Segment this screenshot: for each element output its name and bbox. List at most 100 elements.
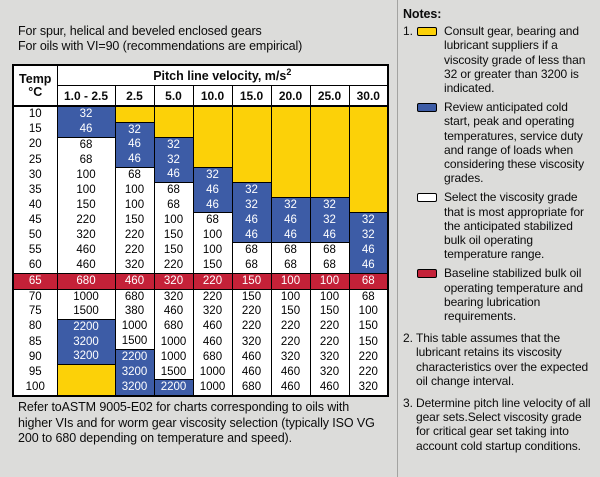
viscosity-cell <box>231 137 271 153</box>
table-row: 70 1000 680 320 220 150 100 100 68 <box>13 289 389 305</box>
viscosity-cell: 1000 <box>153 349 193 365</box>
viscosity-cell <box>309 122 349 138</box>
viscosity-cell: 460 <box>192 319 232 335</box>
note-number <box>403 266 417 323</box>
legend-item-blue: Review anticipated cold start, peak and … <box>403 100 595 185</box>
viscosity-cell: 220 <box>309 319 349 335</box>
viscosity-cell: 220 <box>114 227 154 243</box>
temp-cell: 35 <box>13 182 57 198</box>
viscosity-cell <box>309 182 349 199</box>
temp-cell: 55 <box>13 242 57 258</box>
temp-cell: 50 <box>13 227 57 243</box>
viscosity-cell <box>348 122 389 138</box>
yellow-legend-swatch <box>417 26 437 36</box>
temp-cell: 15 <box>13 122 57 138</box>
viscosity-cell: 2200 <box>114 349 154 365</box>
viscosity-cell: 46 <box>231 227 271 244</box>
viscosity-cell: 320 <box>56 227 115 243</box>
viscosity-cell: 68 <box>192 212 232 228</box>
temp-cell: 75 <box>13 304 57 320</box>
viscosity-cell <box>270 122 310 138</box>
viscosity-cell: 150 <box>348 334 389 350</box>
panel-divider <box>397 0 398 477</box>
viscosity-cell: 220 <box>56 212 115 228</box>
legend-item-white: Select the viscosity grade that is most … <box>403 190 595 261</box>
viscosity-cell: 100 <box>270 289 310 305</box>
velocity-column-header: 20.0 <box>270 85 310 107</box>
table-row: 80 2200 1000 680 460 220 220 220 150 <box>13 319 389 335</box>
legend-text: Baseline stabilized bulk oil operating t… <box>444 266 583 324</box>
viscosity-cell: 220 <box>231 304 271 320</box>
viscosity-cell: 100 <box>56 167 115 183</box>
viscosity-cell: 100 <box>309 289 349 305</box>
temp-cell: 60 <box>13 257 57 274</box>
viscosity-cell: 68 <box>309 257 349 274</box>
viscosity-cell: 150 <box>231 289 271 305</box>
viscosity-cell <box>192 106 232 123</box>
viscosity-cell <box>270 182 310 199</box>
note-number: 1. <box>403 24 413 39</box>
viscosity-cell: 68 <box>153 197 193 213</box>
viscosity-cell <box>309 152 349 168</box>
viscosity-cell: 680 <box>56 273 115 290</box>
viscosity-cell: 68 <box>231 257 271 274</box>
legend-text: Consult gear, bearing and lubricant supp… <box>444 24 586 96</box>
legend-item-red: Baseline stabilized bulk oil operating t… <box>403 266 595 323</box>
viscosity-cell: 100 <box>114 182 154 198</box>
viscosity-cell: 32 <box>309 197 349 213</box>
viscosity-cell: 100 <box>348 304 389 320</box>
viscosity-cell: 1500 <box>56 304 115 320</box>
viscosity-cell: 220 <box>348 364 389 380</box>
viscosity-cell <box>348 197 389 214</box>
viscosity-cell: 2200 <box>56 319 115 335</box>
table-row: 15 46 32 <box>13 122 389 138</box>
viscosity-cell: 320 <box>348 379 389 396</box>
note-item-3: 3. Determine pitch line velocity of all … <box>403 396 595 453</box>
viscosity-cell: 46 <box>56 122 115 138</box>
note-text: This table assumes that the lubricant re… <box>416 331 589 388</box>
viscosity-cell: 100 <box>56 182 115 198</box>
viscosity-cell <box>348 137 389 153</box>
viscosity-cell: 46 <box>231 212 271 228</box>
table-row: 100 3200 2200 1000 680 460 460 320 <box>13 379 389 396</box>
viscosity-cell: 320 <box>192 304 232 320</box>
viscosity-cell: 32 <box>270 197 310 213</box>
table-row: 60 460 320 220 150 68 68 68 46 <box>13 257 389 274</box>
notes-title: Notes: <box>403 7 442 21</box>
viscosity-cell: 320 <box>231 334 271 350</box>
viscosity-cell: 320 <box>153 273 193 290</box>
viscosity-cell: 460 <box>192 334 232 350</box>
viscosity-cell: 3200 <box>56 349 115 366</box>
viscosity-cell: 32 <box>231 197 271 213</box>
viscosity-cell: 46 <box>270 227 310 244</box>
viscosity-cell <box>231 152 271 168</box>
viscosity-cell: 220 <box>192 273 232 290</box>
viscosity-cell <box>153 122 193 138</box>
viscosity-cell: 460 <box>153 304 193 320</box>
notes-panel: Notes: 1. Consult gear, bearing and lubr… <box>403 7 595 453</box>
viscosity-cell: 1500 <box>114 334 154 350</box>
viscosity-cell <box>270 167 310 183</box>
viscosity-cell: 46 <box>309 227 349 244</box>
viscosity-cell: 68 <box>348 289 389 305</box>
note-number: 3. <box>403 396 413 411</box>
temp-cell: 80 <box>13 319 57 335</box>
viscosity-cell <box>270 106 310 123</box>
viscosity-cell: 1000 <box>114 319 154 335</box>
viscosity-cell: 220 <box>348 349 389 365</box>
viscosity-cell: 32 <box>153 137 193 153</box>
viscosity-cell <box>348 167 389 183</box>
table-row: 90 3200 2200 1000 680 460 320 320 220 <box>13 349 389 366</box>
viscosity-cell: 460 <box>309 379 349 396</box>
viscosity-cell: 68 <box>114 167 154 183</box>
viscosity-cell <box>153 106 193 123</box>
temp-cell: 100 <box>13 379 57 396</box>
table-row: 20 68 46 32 <box>13 137 389 153</box>
viscosity-cell <box>309 106 349 123</box>
viscosity-cell: 46 <box>192 197 232 214</box>
table-row: 25 68 46 32 <box>13 152 389 168</box>
viscosity-cell: 68 <box>56 137 115 153</box>
velocity-column-header: 15.0 <box>231 85 271 107</box>
viscosity-cell <box>192 122 232 138</box>
blue-legend-swatch <box>417 102 437 112</box>
